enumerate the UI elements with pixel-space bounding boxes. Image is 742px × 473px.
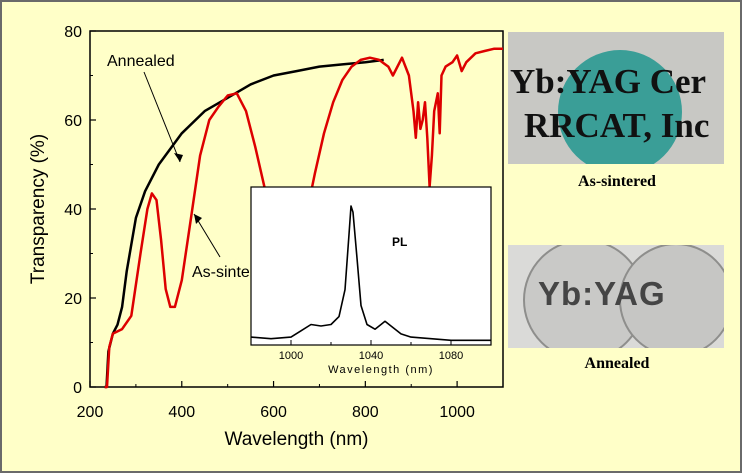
annealed-caption: Annealed bbox=[584, 355, 650, 372]
y-tick-label: 40 bbox=[64, 202, 82, 219]
y-tick-label: 0 bbox=[73, 380, 82, 397]
as-sintered-photo: Yb:YAG Cer RRCAT, Inc bbox=[508, 32, 724, 164]
photo-background bbox=[508, 245, 724, 348]
inset-x-tick-label: 1080 bbox=[439, 350, 463, 362]
x-axis-label: Wavelength (nm) bbox=[225, 429, 369, 450]
inset-x-tick-label: 1040 bbox=[359, 350, 383, 362]
inset-x-tick-label: 1000 bbox=[279, 350, 303, 362]
photo-text-line1: Yb:YAG Cer bbox=[510, 62, 707, 101]
series-line-annealed bbox=[104, 58, 384, 389]
x-tick-label: 200 bbox=[77, 404, 104, 421]
x-tick-label: 800 bbox=[352, 404, 379, 421]
annotation-arrowhead-annealed bbox=[174, 153, 183, 162]
series-line-as-sintered bbox=[104, 47, 503, 389]
y-axis-label: Transparency (%) bbox=[28, 134, 49, 284]
x-tick-label: 1000 bbox=[439, 404, 475, 421]
inset-plot-area bbox=[250, 186, 492, 346]
clear-disc-right bbox=[619, 245, 724, 348]
annotation-arrow-annealed bbox=[143, 71, 181, 163]
photo-text-yb-yag: Yb:YAG bbox=[538, 275, 666, 312]
y-tick-label: 20 bbox=[64, 291, 82, 308]
as-sintered-caption: As-sintered bbox=[578, 173, 656, 190]
inset-title: PL bbox=[392, 235, 407, 249]
x-tick-label: 400 bbox=[168, 404, 195, 421]
photo-text-line2: RRCAT, Inc bbox=[524, 106, 710, 145]
annotation-annealed: Annealed bbox=[107, 53, 175, 70]
annealed-photo: Yb:YAG bbox=[508, 245, 724, 348]
annotation-arrowhead-as-sintered bbox=[194, 214, 202, 224]
inset-x-axis-label: Wavelength (nm) bbox=[328, 364, 434, 376]
y-tick-label: 60 bbox=[64, 113, 82, 130]
x-tick-label: 600 bbox=[260, 404, 287, 421]
photo-background bbox=[508, 32, 724, 164]
inset-series-line bbox=[250, 205, 491, 342]
teal-ceramic-disc bbox=[558, 50, 682, 164]
y-tick-label: 80 bbox=[64, 24, 82, 41]
